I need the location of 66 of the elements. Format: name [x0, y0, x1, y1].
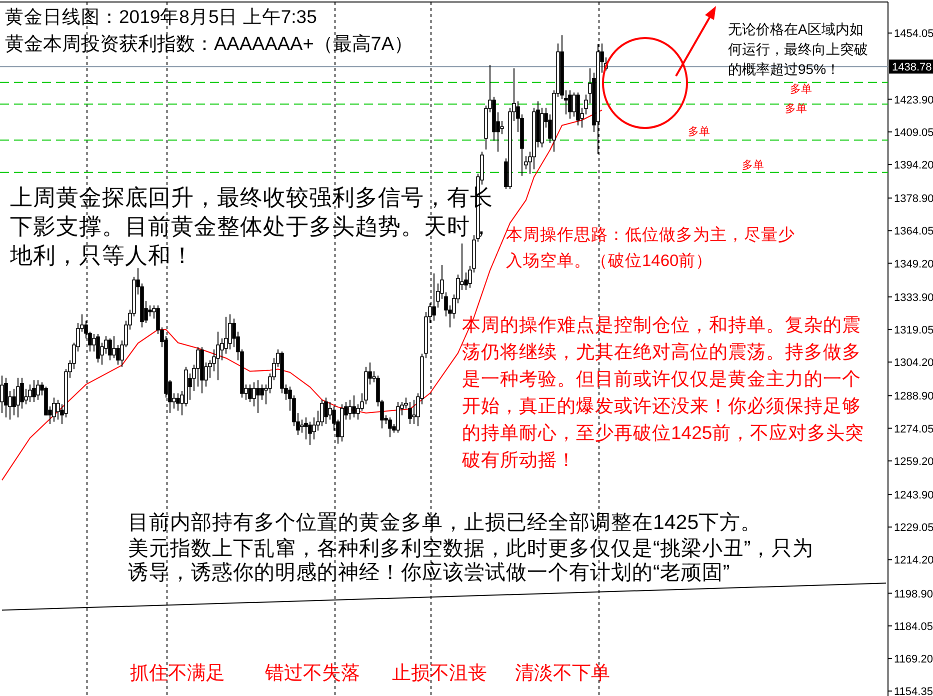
candlestick: [432, 272, 436, 322]
candlestick: [148, 304, 152, 317]
candlestick: [396, 402, 400, 434]
annotation: 抓住不满足: [130, 663, 225, 684]
candlestick: [320, 399, 324, 427]
title: 黄金日线图：2019年8月5日 上午7:35: [5, 6, 317, 27]
candlestick: [108, 338, 112, 361]
ytick: 1304.20: [894, 357, 933, 370]
candlestick: [388, 416, 392, 438]
ytick: 1423.90: [894, 94, 933, 106]
ref-label: 多单: [785, 103, 807, 116]
candlestick: [260, 384, 264, 400]
candlestick: [324, 397, 328, 424]
ytick: 1364.05: [894, 226, 933, 238]
candlestick: [176, 392, 180, 412]
candlestick: [256, 380, 260, 414]
ytick: 1198.90: [894, 588, 933, 600]
ytick: 1229.05: [894, 522, 933, 534]
candlestick: [228, 314, 232, 350]
ytick: 1409.05: [894, 126, 933, 139]
candlestick: [0, 375, 4, 414]
candlestick: [36, 380, 40, 400]
candlestick: [308, 421, 312, 446]
annotation: 目前内部持有多个位置的黄金多单，止损已经全部调整在1425下方。: [128, 511, 762, 534]
annotation: 本周操作思路：低位做多为主，尽量少入场空单。（破位1460前）: [506, 226, 795, 270]
ytick: 1154.35: [894, 686, 933, 696]
ref-label: 多单: [688, 126, 710, 138]
ytick: 1319.05: [894, 324, 933, 336]
ytick: 1169.20: [894, 653, 933, 666]
candlestick: [4, 377, 8, 418]
candlestick: [112, 336, 116, 359]
ref-label: 多单: [790, 83, 812, 96]
candlestick: [408, 402, 412, 424]
candlestick: [28, 384, 32, 403]
candlestick: [412, 399, 416, 424]
ref-label: 1438.78: [892, 62, 932, 74]
annotation: 错过不失落: [265, 663, 360, 684]
candlestick: [196, 346, 200, 388]
ytick: 1454.05: [894, 28, 933, 40]
ref-label: 多单: [742, 159, 764, 172]
candlestick: [56, 399, 60, 420]
ytick: 1214.20: [894, 554, 933, 567]
ytick: 1378.90: [894, 193, 933, 206]
ytick: 1288.90: [894, 390, 933, 403]
candlestick: [248, 384, 252, 403]
ytick: 1333.90: [894, 292, 933, 304]
candlestick: [352, 394, 356, 418]
candlestick: [96, 333, 100, 363]
candlestick: [216, 331, 220, 381]
ytick: 1184.05: [894, 620, 933, 633]
annotation: 无论价格在A区域内如何运行，最终向上突破的概率超过95%！: [728, 21, 868, 77]
candlestick: [300, 419, 304, 434]
candlestick: [568, 90, 572, 120]
ytick: 1394.20: [894, 159, 933, 172]
candlestick: [348, 399, 352, 420]
ytick: 1274.05: [894, 423, 933, 436]
ytick: 1243.90: [894, 489, 933, 502]
candlestick: [52, 397, 56, 422]
ytick: 1259.20: [894, 456, 933, 468]
candlestick: [500, 120, 504, 135]
candlestick: [32, 380, 36, 403]
candlestick: [16, 377, 20, 418]
candlestick: [572, 92, 576, 118]
annotation: 清淡不下单: [515, 663, 610, 684]
ytick: 1349.20: [894, 258, 933, 270]
annotation: 止损不沮丧: [392, 663, 487, 684]
